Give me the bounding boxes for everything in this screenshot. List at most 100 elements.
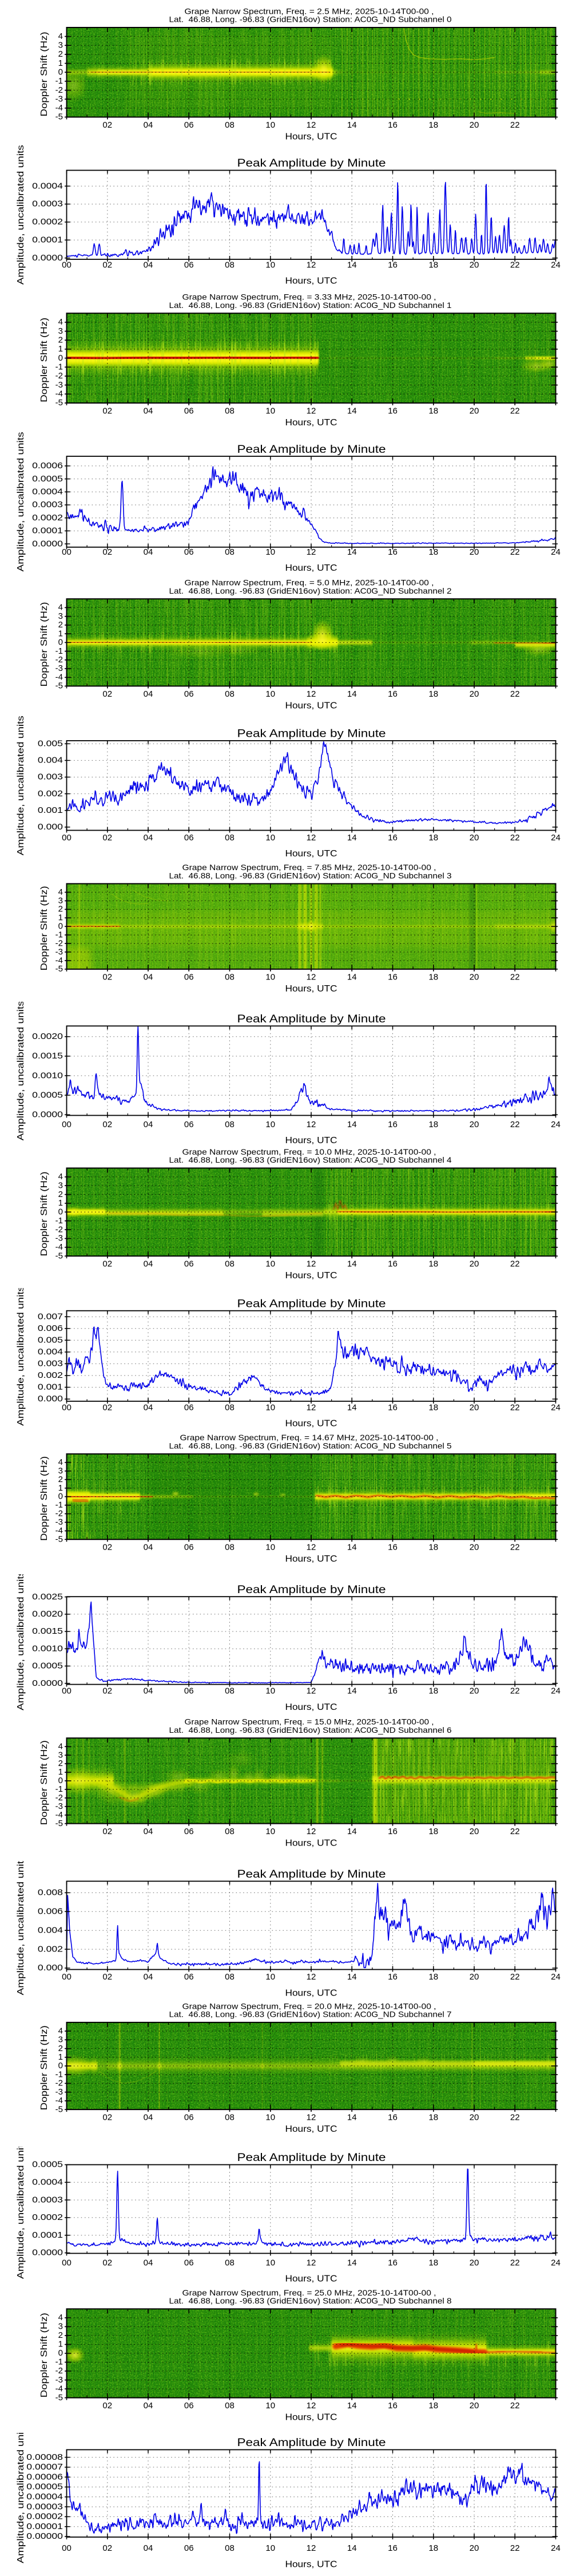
svg-text:0.002: 0.002 — [38, 1944, 63, 1954]
svg-text:14: 14 — [347, 2401, 357, 2411]
svg-text:0: 0 — [58, 922, 63, 931]
svg-text:0.004: 0.004 — [38, 1925, 63, 1935]
svg-text:10: 10 — [265, 1827, 275, 1836]
svg-text:4: 4 — [58, 31, 63, 41]
svg-text:18: 18 — [428, 1259, 438, 1269]
svg-text:-1: -1 — [55, 646, 63, 656]
svg-text:Peak Amplitude by Minute: Peak Amplitude by Minute — [237, 157, 386, 169]
svg-text:14: 14 — [347, 120, 357, 130]
svg-text:1: 1 — [58, 2340, 63, 2349]
svg-text:20: 20 — [470, 2258, 479, 2267]
svg-text:Grape Narrow Spectrum, Freq. =: Grape Narrow Spectrum, Freq. = 10.0 MHz,… — [182, 1147, 436, 1156]
svg-text:0.0001: 0.0001 — [32, 235, 63, 245]
svg-text:20: 20 — [470, 260, 479, 270]
svg-text:04: 04 — [144, 547, 153, 557]
svg-text:3: 3 — [58, 611, 63, 621]
svg-text:Peak Amplitude by Minute: Peak Amplitude by Minute — [237, 1584, 386, 1596]
svg-text:08: 08 — [225, 689, 235, 699]
svg-text:Lat. 46.88, Long. -96.83 (Gri: Lat. 46.88, Long. -96.83 (GridEN16ov) St… — [169, 15, 452, 24]
svg-text:0.0010: 0.0010 — [32, 1070, 63, 1080]
svg-text:-1: -1 — [55, 362, 63, 372]
svg-text:2: 2 — [58, 1190, 63, 1199]
svg-text:Doppler Shift (Hz): Doppler Shift (Hz) — [39, 886, 49, 971]
svg-text:04: 04 — [144, 833, 153, 843]
svg-text:02: 02 — [102, 1402, 112, 1412]
svg-text:18: 18 — [428, 689, 438, 699]
svg-text:0.003: 0.003 — [38, 1359, 63, 1369]
svg-text:12: 12 — [307, 2112, 316, 2122]
svg-text:-5: -5 — [55, 1251, 63, 1261]
svg-text:22: 22 — [510, 260, 520, 270]
svg-text:24: 24 — [551, 833, 561, 843]
svg-text:06: 06 — [184, 1120, 194, 1129]
svg-text:-4: -4 — [55, 1242, 63, 1252]
svg-text:22: 22 — [510, 406, 520, 416]
svg-text:04: 04 — [144, 972, 153, 982]
svg-text:24: 24 — [551, 1686, 561, 1696]
svg-text:0.0000: 0.0000 — [32, 539, 63, 548]
svg-text:04: 04 — [144, 2258, 153, 2267]
svg-text:Doppler Shift (Hz): Doppler Shift (Hz) — [39, 2313, 49, 2397]
svg-text:08: 08 — [225, 833, 235, 843]
svg-text:08: 08 — [225, 2543, 235, 2553]
svg-text:3: 3 — [58, 326, 63, 336]
svg-text:0: 0 — [58, 2061, 63, 2071]
svg-text:14: 14 — [347, 2112, 357, 2122]
svg-text:-3: -3 — [55, 1518, 63, 1527]
svg-text:0.0003: 0.0003 — [32, 199, 63, 209]
svg-text:0: 0 — [58, 1207, 63, 1217]
svg-text:-4: -4 — [55, 1526, 63, 1535]
svg-text:Peak Amplitude by Minute: Peak Amplitude by Minute — [237, 1868, 386, 1880]
svg-text:14: 14 — [347, 260, 357, 270]
svg-text:16: 16 — [388, 2258, 398, 2267]
svg-text:12: 12 — [307, 2401, 316, 2411]
svg-text:16: 16 — [388, 972, 398, 982]
svg-text:16: 16 — [388, 1259, 398, 1269]
svg-text:2: 2 — [58, 335, 63, 345]
svg-text:06: 06 — [184, 1972, 194, 1982]
svg-text:0.0025: 0.0025 — [32, 1592, 63, 1602]
svg-text:0.003: 0.003 — [38, 772, 63, 782]
svg-text:16: 16 — [388, 2543, 398, 2553]
svg-text:0.0005: 0.0005 — [32, 1661, 63, 1671]
svg-text:22: 22 — [510, 2543, 520, 2553]
svg-text:02: 02 — [102, 1120, 112, 1129]
svg-text:12: 12 — [307, 833, 316, 843]
svg-text:22: 22 — [510, 833, 520, 843]
svg-text:0.0001: 0.0001 — [32, 526, 63, 536]
svg-text:18: 18 — [428, 1827, 438, 1836]
svg-text:16: 16 — [388, 833, 398, 843]
svg-text:-2: -2 — [55, 371, 63, 381]
svg-text:18: 18 — [428, 833, 438, 843]
svg-text:-2: -2 — [55, 1793, 63, 1803]
svg-text:00: 00 — [62, 547, 72, 557]
svg-text:Hours, UTC: Hours, UTC — [285, 2413, 337, 2423]
svg-text:2: 2 — [58, 620, 63, 630]
svg-text:22: 22 — [510, 2112, 520, 2122]
svg-text:Doppler Shift (Hz): Doppler Shift (Hz) — [39, 2025, 49, 2110]
svg-text:02: 02 — [102, 1827, 112, 1836]
svg-text:0.00001: 0.00001 — [26, 2522, 63, 2531]
svg-text:00: 00 — [62, 1686, 72, 1696]
svg-text:0.0004: 0.0004 — [32, 181, 63, 191]
svg-text:16: 16 — [388, 1543, 398, 1552]
svg-text:14: 14 — [347, 833, 357, 843]
svg-text:Grape Narrow Spectrum, Freq. =: Grape Narrow Spectrum, Freq. = 3.33 MHz,… — [182, 293, 436, 302]
svg-text:0.0020: 0.0020 — [32, 1032, 63, 1041]
svg-text:20: 20 — [470, 1686, 479, 1696]
svg-text:0.005: 0.005 — [38, 1335, 63, 1345]
svg-text:08: 08 — [225, 1259, 235, 1269]
svg-text:Amplitude, uncalibrated units: Amplitude, uncalibrated units — [16, 1860, 26, 1995]
svg-text:0.00003: 0.00003 — [26, 2502, 63, 2511]
svg-text:06: 06 — [184, 1686, 194, 1696]
svg-text:Amplitude, uncalibrated units: Amplitude, uncalibrated units — [16, 2147, 26, 2279]
svg-text:08: 08 — [225, 260, 235, 270]
svg-text:18: 18 — [428, 972, 438, 982]
svg-text:Hours, UTC: Hours, UTC — [285, 1271, 337, 1281]
svg-text:20: 20 — [470, 1120, 479, 1129]
svg-text:24: 24 — [551, 1120, 561, 1129]
svg-text:0.0003: 0.0003 — [32, 500, 63, 509]
svg-text:12: 12 — [307, 120, 316, 130]
svg-text:18: 18 — [428, 2258, 438, 2267]
svg-text:Lat. 46.88, Long. -96.83 (Gri: Lat. 46.88, Long. -96.83 (GridEN16ov) St… — [169, 586, 452, 595]
